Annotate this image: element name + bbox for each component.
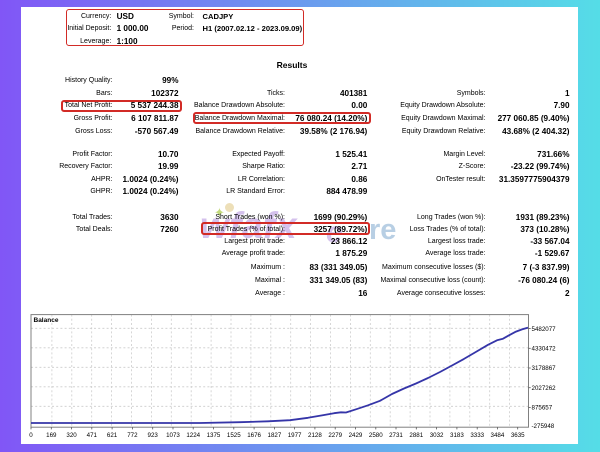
svg-text:923: 923 xyxy=(148,432,159,439)
svg-text:3635: 3635 xyxy=(511,432,525,439)
svg-text:2279: 2279 xyxy=(328,432,342,439)
svg-text:3178867: 3178867 xyxy=(532,365,557,372)
svg-text:1525: 1525 xyxy=(227,432,241,439)
svg-text:3183: 3183 xyxy=(450,432,464,439)
svg-text:471: 471 xyxy=(87,432,98,439)
svg-text:4330472: 4330472 xyxy=(532,346,557,353)
svg-text:0: 0 xyxy=(29,432,33,439)
svg-text:3333: 3333 xyxy=(470,432,484,439)
svg-text:1375: 1375 xyxy=(207,432,221,439)
svg-text:3484: 3484 xyxy=(491,432,505,439)
svg-text:3032: 3032 xyxy=(430,432,444,439)
svg-text:2731: 2731 xyxy=(389,432,403,439)
svg-text:2128: 2128 xyxy=(308,432,322,439)
svg-text:5482077: 5482077 xyxy=(532,326,557,333)
svg-text:2881: 2881 xyxy=(409,432,423,439)
svg-text:169: 169 xyxy=(46,432,57,439)
svg-text:621: 621 xyxy=(107,432,118,439)
svg-text:1977: 1977 xyxy=(288,432,302,439)
svg-text:2429: 2429 xyxy=(349,432,363,439)
svg-text:875657: 875657 xyxy=(532,405,553,412)
svg-text:-275948: -275948 xyxy=(532,423,555,430)
svg-text:1827: 1827 xyxy=(268,432,282,439)
svg-text:320: 320 xyxy=(66,432,77,439)
svg-text:Balance: Balance xyxy=(34,317,59,324)
svg-text:1676: 1676 xyxy=(247,432,261,439)
svg-text:2580: 2580 xyxy=(369,432,383,439)
svg-text:1224: 1224 xyxy=(186,432,200,439)
svg-text:772: 772 xyxy=(127,432,138,439)
svg-text:2027262: 2027262 xyxy=(532,385,557,392)
svg-text:1073: 1073 xyxy=(166,432,180,439)
